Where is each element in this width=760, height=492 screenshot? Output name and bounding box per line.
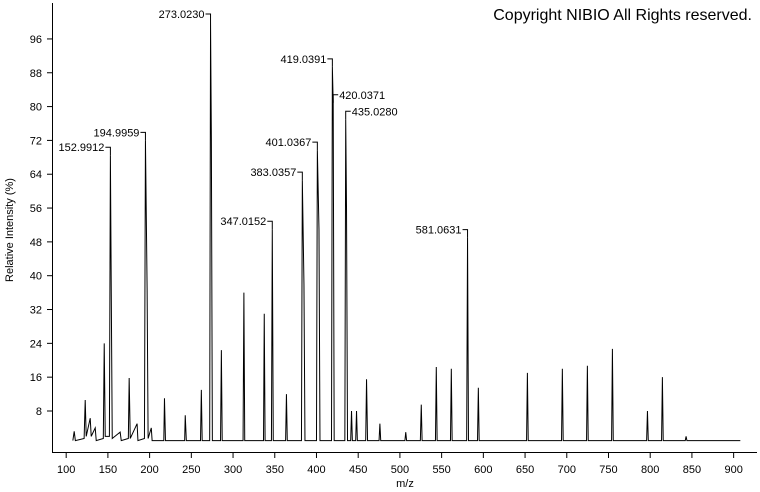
x-tick-label: 250 <box>182 464 200 476</box>
peak-label-leader <box>140 131 146 141</box>
peak-label: 273.0230 <box>159 9 205 21</box>
x-tick-label: 450 <box>349 464 367 476</box>
peak-label-leader <box>105 146 111 156</box>
y-tick-label: 16 <box>30 372 42 384</box>
x-tick-label: 600 <box>474 464 492 476</box>
x-tick-label: 750 <box>599 464 617 476</box>
peak-label: 581.0631 <box>416 225 462 237</box>
peak-label-leader <box>332 94 339 103</box>
peak-label: 435.0280 <box>352 106 398 118</box>
peak-label-leader <box>267 220 273 230</box>
y-tick-label: 72 <box>30 135 42 147</box>
x-tick-label: 350 <box>266 464 284 476</box>
x-tick-label: 500 <box>391 464 409 476</box>
x-tick-label: 100 <box>57 464 75 476</box>
peak-label: 420.0371 <box>339 90 385 102</box>
peak-label: 194.9959 <box>94 127 140 139</box>
y-tick-label: 32 <box>30 305 42 317</box>
x-tick-label: 700 <box>558 464 576 476</box>
x-tick-label: 550 <box>432 464 450 476</box>
y-tick-label: 96 <box>30 34 42 46</box>
x-tick-label: 850 <box>683 464 701 476</box>
x-axis-label: m/z <box>396 478 414 490</box>
x-tick-label: 900 <box>724 464 742 476</box>
y-tick-label: 88 <box>30 68 42 80</box>
x-tick-label: 150 <box>99 464 117 476</box>
peak-label: 383.0357 <box>250 167 296 179</box>
peak-label-leader <box>205 13 212 23</box>
x-tick-label: 300 <box>224 464 242 476</box>
y-axis-label: Relative Intensity (%) <box>4 178 16 282</box>
peak-label-leader <box>462 229 469 238</box>
y-tick-label: 56 <box>30 203 42 215</box>
x-tick-label: 400 <box>307 464 325 476</box>
x-tick-label: 800 <box>641 464 659 476</box>
peak-label-leader <box>327 58 333 67</box>
peak-label: 401.0367 <box>265 137 311 149</box>
peak-label-leader <box>297 171 303 181</box>
x-tick-label: 650 <box>516 464 534 476</box>
y-tick-label: 80 <box>30 102 42 114</box>
y-tick-label: 24 <box>30 338 42 350</box>
peak-label-leader <box>345 110 351 120</box>
y-tick-label: 48 <box>30 237 42 249</box>
x-tick-label: 200 <box>140 464 158 476</box>
peak-label-leader <box>312 141 318 151</box>
peak-label: 419.0391 <box>280 54 326 66</box>
watermark: Copyright NIBIO All Rights reserved. <box>493 7 752 24</box>
y-tick-label: 40 <box>30 271 42 283</box>
peak-label: 347.0152 <box>220 216 266 228</box>
peak-label: 152.9912 <box>59 142 105 154</box>
spectrum-line <box>72 22 741 442</box>
y-tick-label: 64 <box>30 169 42 181</box>
y-tick-label: 8 <box>36 406 42 418</box>
